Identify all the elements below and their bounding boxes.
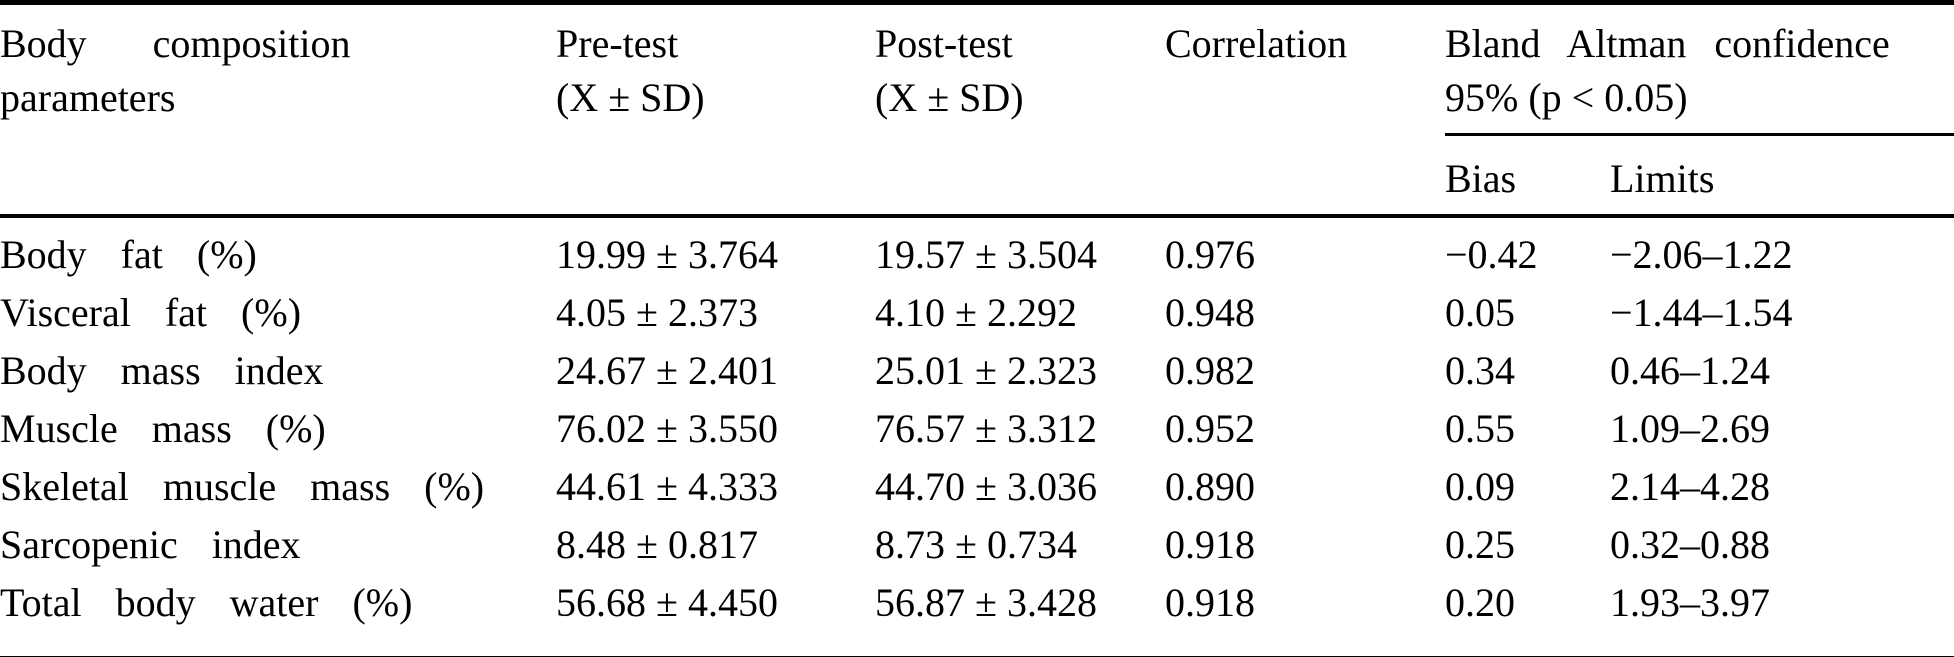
col-header-correlation-label: Correlation	[1165, 21, 1348, 66]
cell-pretest: 56.68 ± 4.450	[556, 580, 778, 625]
col-header-bland-altman-line2: 95% (p < 0.05)	[1445, 75, 1688, 120]
table-body: Body fat (%) 19.99 ± 3.764 19.57 ± 3.504…	[0, 214, 1954, 657]
cell-pretest: 76.02 ± 3.550	[556, 406, 778, 451]
cell-posttest: 4.10 ± 2.292	[875, 290, 1077, 335]
cell-bias: 0.34	[1445, 348, 1515, 393]
table-row: Skeletal muscle mass (%) 44.61 ± 4.333 4…	[0, 458, 1954, 516]
cell-posttest: 76.57 ± 3.312	[875, 406, 1097, 451]
cell-posttest: 25.01 ± 2.323	[875, 348, 1097, 393]
cell-correlation: 0.948	[1165, 290, 1255, 335]
table-row: Sarcopenic index 8.48 ± 0.817 8.73 ± 0.7…	[0, 516, 1954, 574]
table-row: Body fat (%) 19.99 ± 3.764 19.57 ± 3.504…	[0, 214, 1954, 284]
cell-bias: 0.55	[1445, 406, 1515, 451]
table-row: Muscle mass (%) 76.02 ± 3.550 76.57 ± 3.…	[0, 400, 1954, 458]
cell-pretest: 4.05 ± 2.373	[556, 290, 758, 335]
col-header-posttest-line2: (X ± SD)	[875, 75, 1024, 120]
col-header-parameters: Body composition parameters	[0, 3, 556, 217]
col-header-posttest-line1: Post-test	[875, 21, 1013, 66]
table-row: Body mass index 24.67 ± 2.401 25.01 ± 2.…	[0, 342, 1954, 400]
cell-pretest: 24.67 ± 2.401	[556, 348, 778, 393]
col-header-pretest: Pre-test (X ± SD)	[556, 3, 875, 217]
cell-correlation: 0.952	[1165, 406, 1255, 451]
cell-parameter: Muscle mass (%)	[0, 406, 326, 451]
table-header: Body composition parameters Pre-test (X …	[0, 2, 1954, 217]
cell-limits: 0.32–0.88	[1610, 522, 1770, 567]
cell-limits: 0.46–1.24	[1610, 348, 1770, 393]
cell-pretest: 44.61 ± 4.333	[556, 464, 778, 509]
col-header-correlation: Correlation	[1165, 3, 1445, 217]
col-header-limits: Limits	[1610, 156, 1715, 201]
cell-limits: 2.14–4.28	[1610, 464, 1770, 509]
col-header-pretest-line2: (X ± SD)	[556, 75, 705, 120]
cell-pretest: 19.99 ± 3.764	[556, 214, 875, 284]
col-header-bland-altman-group: Bland Altman confidence 95% (p < 0.05)	[1445, 2, 1954, 136]
cell-correlation: 0.918	[1165, 580, 1255, 625]
cell-parameter: Sarcopenic index	[0, 522, 301, 567]
cell-bias: 0.05	[1445, 290, 1515, 335]
cell-correlation: 0.976	[1165, 214, 1445, 284]
header-row-main: Body composition parameters Pre-test (X …	[0, 2, 1954, 136]
cell-parameter: Body fat (%)	[0, 214, 556, 284]
cell-pretest: 8.48 ± 0.817	[556, 522, 758, 567]
cell-posttest: 19.57 ± 3.504	[875, 214, 1165, 284]
cell-bias: 0.20	[1445, 580, 1515, 625]
table-row: Visceral fat (%) 4.05 ± 2.373 4.10 ± 2.2…	[0, 284, 1954, 342]
col-header-bland-altman-line1: Bland Altman confidence	[1445, 21, 1890, 66]
cell-posttest: 8.73 ± 0.734	[875, 522, 1077, 567]
cell-parameter: Visceral fat (%)	[0, 290, 302, 335]
col-header-pretest-line1: Pre-test	[556, 21, 679, 66]
cell-correlation: 0.918	[1165, 522, 1255, 567]
cell-bias: −0.42	[1445, 214, 1610, 284]
cell-parameter: Skeletal muscle mass (%)	[0, 464, 485, 509]
cell-posttest: 56.87 ± 3.428	[875, 580, 1097, 625]
cell-bias: 0.09	[1445, 464, 1515, 509]
header-row-sub: Bias Limits	[0, 135, 1954, 217]
col-header-bias: Bias	[1445, 156, 1517, 201]
cell-correlation: 0.982	[1165, 348, 1255, 393]
cell-posttest: 44.70 ± 3.036	[875, 464, 1097, 509]
cell-limits: 1.93–3.97	[1610, 580, 1770, 625]
col-header-parameters-line1: Body composition	[0, 21, 351, 66]
cell-bias: 0.25	[1445, 522, 1515, 567]
col-header-parameters-line2: parameters	[0, 75, 176, 120]
cell-parameter: Total body water (%)	[0, 580, 413, 625]
col-header-posttest: Post-test (X ± SD)	[875, 3, 1165, 217]
table-row: Total body water (%) 56.68 ± 4.450 56.87…	[0, 574, 1954, 657]
cell-correlation: 0.890	[1165, 464, 1255, 509]
cell-parameter: Body mass index	[0, 348, 324, 393]
cell-limits: −2.06–1.22	[1610, 214, 1954, 284]
cell-limits: 1.09–2.69	[1610, 406, 1770, 451]
cell-limits: −1.44–1.54	[1610, 290, 1793, 335]
